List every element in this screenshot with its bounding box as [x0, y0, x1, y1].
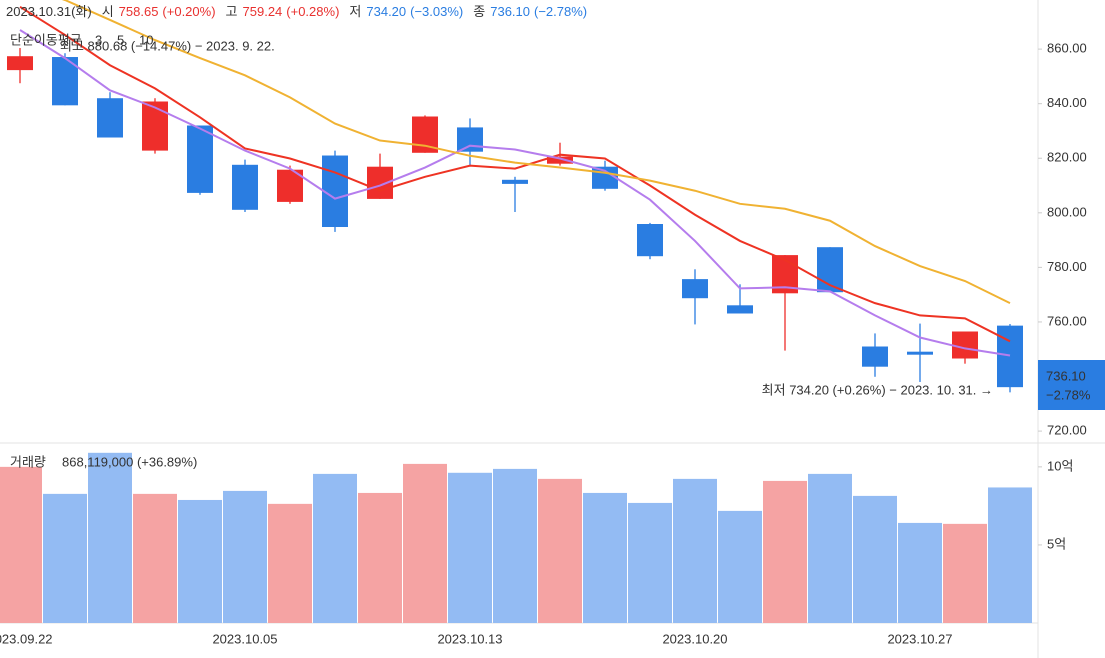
header-change: (−2.78%) — [534, 4, 587, 19]
candle-body — [952, 331, 978, 359]
y-tick-label: 840.00 — [1047, 95, 1087, 110]
volume-bar — [673, 478, 717, 623]
annotation-low: 최저 734.20 (+0.26%) − 2023. 10. 31. → — [762, 382, 993, 397]
header: 2023.10.31(화) 시 758.65 (+0.20%) 고 759.24 (+0.2… — [6, 4, 587, 19]
candle-body — [727, 305, 753, 314]
header-label: 시 — [102, 4, 114, 19]
candle-body — [322, 155, 348, 228]
header-value: 759.24 — [243, 4, 283, 19]
candle-body — [142, 101, 168, 151]
header-value: 736.10 — [490, 4, 530, 19]
last-price-box — [1038, 360, 1105, 410]
y-tick-label: 720.00 — [1047, 423, 1087, 438]
annotation-high: 최고 880.68 (−14.47%) − 2023. 9. 22. — [60, 38, 275, 53]
candle-body — [97, 98, 123, 138]
volume-bar — [43, 493, 87, 623]
y-tick-label: 820.00 — [1047, 150, 1087, 165]
last-price: 736.10 — [1046, 368, 1086, 383]
legend-title: 단순이동평균 — [10, 32, 82, 47]
volume-bar — [358, 492, 402, 623]
candle-body — [682, 279, 708, 299]
volume-bar — [538, 478, 582, 623]
x-tick-label: 2023.10.05 — [212, 631, 277, 646]
x-tick-label: 2023.10.27 — [887, 631, 952, 646]
volume-bar — [133, 493, 177, 623]
moving-average-line — [19, 5, 1011, 343]
volume-bar — [898, 522, 942, 623]
last-change: −2.78% — [1046, 387, 1091, 402]
y-tick-label: 780.00 — [1047, 259, 1087, 274]
header-change: (+0.20%) — [162, 4, 215, 19]
volume-bar — [88, 452, 132, 623]
volume-bar — [178, 499, 222, 623]
volume-bar — [808, 473, 852, 623]
header-value: 758.65 — [119, 4, 159, 19]
y-tick-label: 860.00 — [1047, 41, 1087, 56]
legend-entry: 5 — [117, 32, 124, 47]
header-change: (−3.03%) — [410, 4, 463, 19]
x-tick-label: 2023.10.13 — [437, 631, 502, 646]
candle-body — [7, 56, 33, 71]
legend-entry: 10 — [139, 32, 153, 47]
volume-title: 거래량 — [10, 454, 46, 469]
volume-bar — [853, 495, 897, 623]
y-tick-label: 800.00 — [1047, 204, 1087, 219]
candle-body — [547, 156, 573, 164]
candle-body — [457, 127, 483, 152]
volume-bar — [943, 523, 987, 623]
moving-average-line — [19, 29, 1011, 357]
header-label: 종 — [473, 4, 485, 19]
volume-bar — [313, 473, 357, 623]
header-date: 2023.10.31(화) — [6, 4, 92, 19]
x-tick-label: 2023.10.20 — [662, 631, 727, 646]
volume-bar — [448, 472, 492, 623]
header-label: 저 — [349, 4, 361, 19]
volume-label: 868,119,000 (+36.89%) — [62, 454, 197, 469]
candle-body — [907, 351, 933, 355]
candle-body — [862, 346, 888, 367]
header-value: 734.20 — [366, 4, 406, 19]
header-change: (+0.28%) — [286, 4, 339, 19]
volume-bar — [0, 466, 42, 623]
y-tick-label: 5억 — [1047, 536, 1066, 551]
candle-body — [187, 125, 213, 193]
volume-bar — [403, 463, 447, 623]
volume-bar — [763, 480, 807, 623]
candle-body — [232, 164, 258, 210]
volume-bar — [493, 468, 537, 623]
volume-bar — [583, 492, 627, 623]
candle-body — [997, 325, 1023, 388]
volume-bar — [988, 487, 1032, 623]
volume-bar — [268, 503, 312, 623]
y-tick-label: 10억 — [1047, 458, 1073, 473]
header-label: 고 — [226, 4, 238, 19]
y-tick-label: 760.00 — [1047, 313, 1087, 328]
volume-bar — [223, 490, 267, 623]
legend-entry: 3 — [95, 32, 102, 47]
volume-bar — [718, 510, 762, 623]
candle-body — [637, 224, 663, 257]
volume-bar — [628, 502, 672, 623]
moving-average-line — [61, 0, 1011, 305]
x-tick-label: 2023.09.22 — [0, 631, 53, 646]
candle-body — [502, 179, 528, 184]
